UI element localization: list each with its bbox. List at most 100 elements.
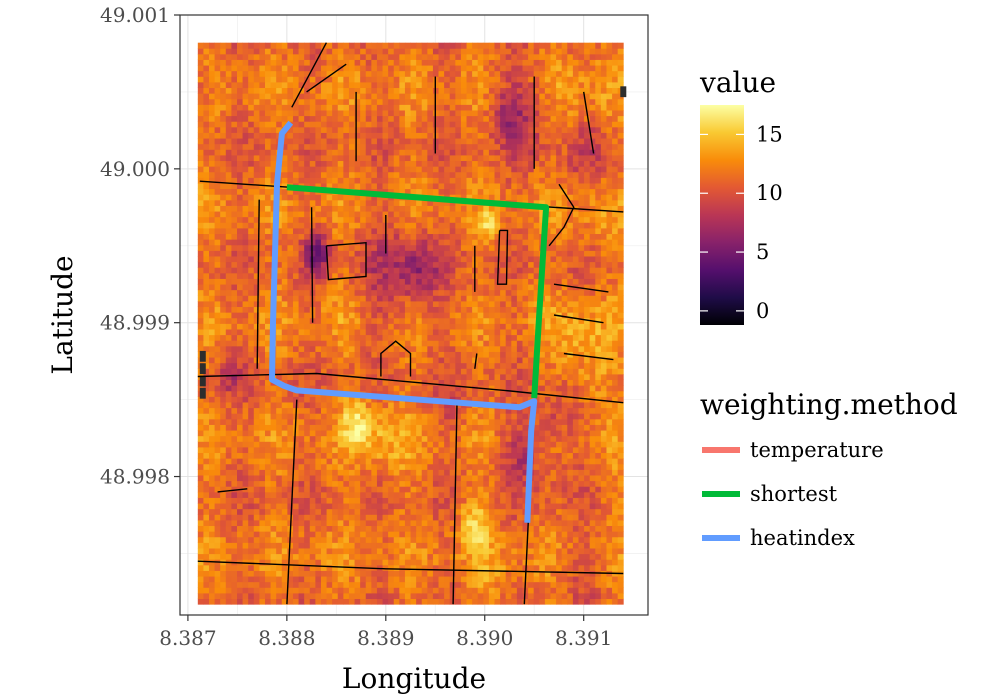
- raster-cell: [511, 441, 518, 448]
- raster-cell: [427, 548, 434, 555]
- raster-cell: [567, 542, 574, 549]
- raster-cell: [326, 475, 333, 482]
- raster-cell: [550, 430, 557, 437]
- raster-cell: [556, 581, 563, 588]
- raster-cell: [544, 317, 551, 324]
- raster-cell: [494, 368, 501, 375]
- raster-cell: [612, 424, 619, 431]
- raster-cell: [595, 525, 602, 532]
- raster-cell: [315, 323, 322, 330]
- raster-cell: [578, 553, 585, 560]
- raster-cell: [365, 261, 372, 268]
- raster-cell: [315, 357, 322, 364]
- raster-cell: [304, 452, 311, 459]
- raster-cell: [276, 581, 283, 588]
- raster-cell: [483, 261, 490, 268]
- raster-cell: [533, 267, 540, 274]
- raster-cell: [572, 329, 579, 336]
- raster-cell: [298, 272, 305, 279]
- raster-cell: [214, 520, 221, 527]
- raster-cell: [550, 576, 557, 583]
- raster-cell: [572, 486, 579, 493]
- raster-cell: [572, 441, 579, 448]
- raster-cell: [556, 491, 563, 498]
- raster-cell: [617, 581, 624, 588]
- raster-cell: [533, 536, 540, 543]
- raster-cell: [287, 435, 294, 442]
- raster-cell: [600, 458, 607, 465]
- raster-cell: [371, 402, 378, 409]
- raster-cell: [371, 503, 378, 510]
- raster-cell: [572, 497, 579, 504]
- raster-cell: [550, 323, 557, 330]
- raster-cell: [556, 418, 563, 425]
- raster-cell: [393, 497, 400, 504]
- raster-cell: [287, 480, 294, 487]
- raster-cell: [203, 357, 210, 364]
- raster-cell: [281, 261, 288, 268]
- raster-cell: [214, 385, 221, 392]
- raster-cell: [287, 458, 294, 465]
- raster-cell: [259, 396, 266, 403]
- raster-cell: [343, 564, 350, 571]
- raster-cell: [388, 306, 395, 313]
- raster-cell: [309, 452, 316, 459]
- raster-cell: [410, 430, 417, 437]
- raster-cell: [578, 491, 585, 498]
- raster-cell: [371, 542, 378, 549]
- raster-cell: [360, 598, 367, 605]
- raster-cell: [589, 368, 596, 375]
- raster-cell: [382, 475, 389, 482]
- raster-cell: [365, 413, 372, 420]
- raster-cell: [477, 407, 484, 414]
- raster-cell: [483, 497, 490, 504]
- raster-cell: [343, 559, 350, 566]
- raster-cell: [544, 306, 551, 313]
- raster-cell: [595, 447, 602, 454]
- raster-cell: [376, 295, 383, 302]
- raster-cell: [376, 362, 383, 369]
- raster-cell: [595, 390, 602, 397]
- raster-cell: [449, 368, 456, 375]
- raster-cell: [516, 559, 523, 566]
- raster-cell: [483, 570, 490, 577]
- raster-cell: [371, 357, 378, 364]
- raster-cell: [589, 413, 596, 420]
- raster-cell: [253, 306, 260, 313]
- raster-cell: [365, 306, 372, 313]
- raster-cell: [472, 576, 479, 583]
- raster-cell: [348, 525, 355, 532]
- raster-cell: [488, 463, 495, 470]
- raster-cell: [248, 441, 255, 448]
- raster-cell: [460, 317, 467, 324]
- raster-cell: [516, 497, 523, 504]
- raster-cell: [197, 278, 204, 285]
- raster-cell: [214, 334, 221, 341]
- raster-cell: [488, 374, 495, 381]
- raster-cell: [309, 368, 316, 375]
- raster-cell: [281, 508, 288, 515]
- raster-cell: [276, 559, 283, 566]
- raster-cell: [298, 581, 305, 588]
- raster-cell: [248, 362, 255, 369]
- raster-cell: [237, 598, 243, 605]
- raster-cell: [466, 480, 473, 487]
- raster-cell: [505, 447, 512, 454]
- raster-cell: [617, 514, 624, 521]
- raster-cell: [376, 289, 383, 296]
- raster-cell: [343, 351, 350, 358]
- raster-cell: [332, 480, 339, 487]
- raster-cell: [242, 301, 249, 308]
- raster-cell: [309, 345, 316, 352]
- raster-cell: [416, 441, 423, 448]
- raster-cell: [337, 435, 344, 442]
- raster-cell: [203, 581, 210, 588]
- raster-cell: [298, 491, 305, 498]
- raster-cell: [477, 570, 484, 577]
- raster-cell: [612, 469, 619, 476]
- raster-cell: [309, 503, 316, 510]
- raster-cell: [416, 272, 423, 279]
- raster-cell: [315, 301, 322, 308]
- raster-cell: [225, 503, 232, 510]
- raster-cell: [332, 564, 339, 571]
